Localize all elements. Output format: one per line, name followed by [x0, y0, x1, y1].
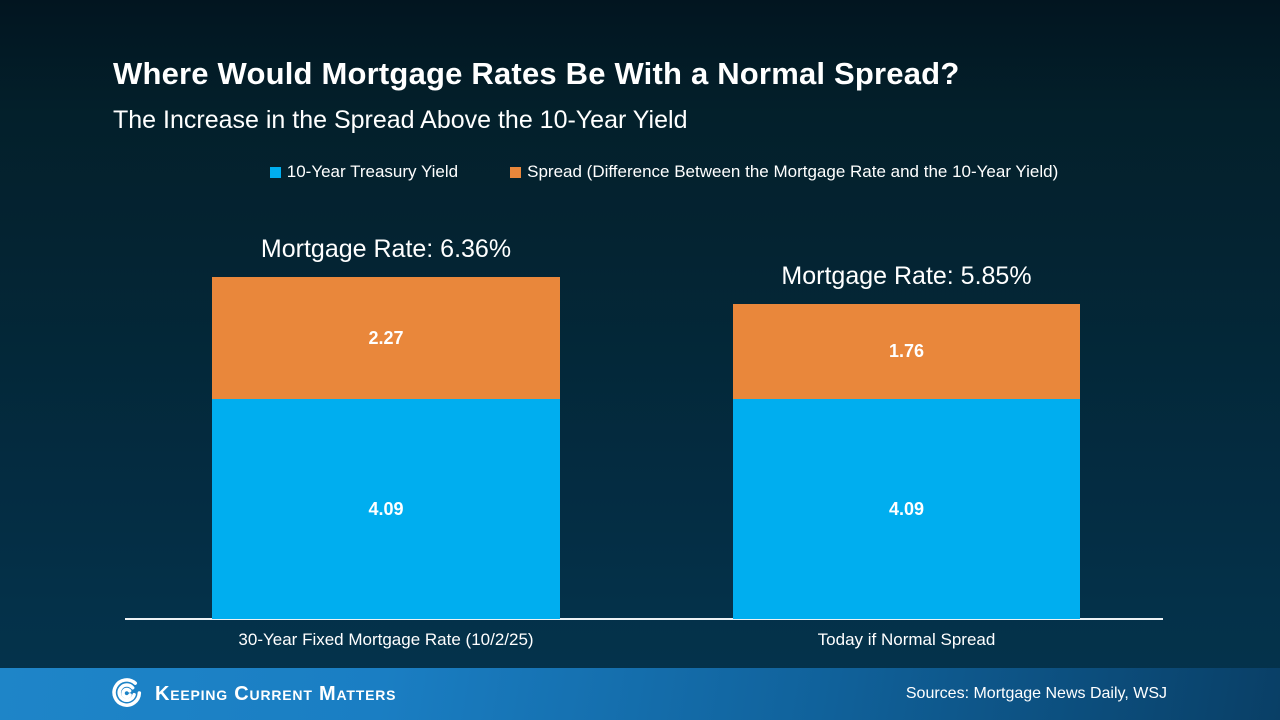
legend-label-treasury: 10-Year Treasury Yield: [286, 162, 459, 181]
treasury-value-label: 4.09: [368, 498, 404, 519]
chart-legend: 10-Year Treasury Yield Spread (Differenc…: [0, 162, 1280, 182]
page-title: Where Would Mortgage Rates Be With a Nor…: [113, 56, 960, 91]
spread-segment: 1.76: [733, 304, 1080, 399]
spread-swatch-icon: [510, 166, 522, 178]
spread-value-label: 1.76: [888, 341, 925, 361]
brand-lockup: Keeping Current Matters: [108, 676, 396, 713]
page-subtitle: The Increase in the Spread Above the 10-…: [113, 106, 688, 134]
category-label-normal-spread: Today if Normal Spread: [817, 630, 996, 649]
spread-segment: 2.27: [212, 277, 560, 399]
sources-text: Sources: Mortgage News Daily, WSJ: [905, 685, 1167, 702]
treasury-segment: 4.09: [212, 399, 560, 619]
bar-column-current: Mortgage Rate: 6.36% 2.27 4.09: [212, 235, 560, 619]
legend-item-treasury: 10-Year Treasury Yield: [269, 162, 459, 182]
category-label-current: 30-Year Fixed Mortgage Rate (10/2/25): [238, 630, 534, 649]
treasury-value-label: 4.09: [888, 498, 925, 519]
brand-name: Keeping Current Matters: [155, 682, 397, 705]
kcm-swirl-logo-icon: [112, 677, 142, 707]
x-axis-line: [125, 618, 1163, 620]
mortgage-rate-total-label: Mortgage Rate: 5.85%: [781, 262, 1032, 290]
spread-value-label: 2.27: [368, 327, 404, 348]
treasury-segment: 4.09: [733, 399, 1080, 619]
mortgage-rate-total-label: Mortgage Rate: 6.36%: [260, 235, 512, 263]
legend-label-spread: Spread (Difference Between the Mortgage …: [527, 162, 1059, 181]
treasury-swatch-icon: [269, 166, 281, 178]
bar-column-normal-spread: Mortgage Rate: 5.85% 1.76 4.09: [733, 262, 1080, 619]
footer-bar: Keeping Current Matters Sources: Mortgag…: [0, 668, 1280, 720]
legend-item-spread: Spread (Difference Between the Mortgage …: [510, 162, 1058, 182]
